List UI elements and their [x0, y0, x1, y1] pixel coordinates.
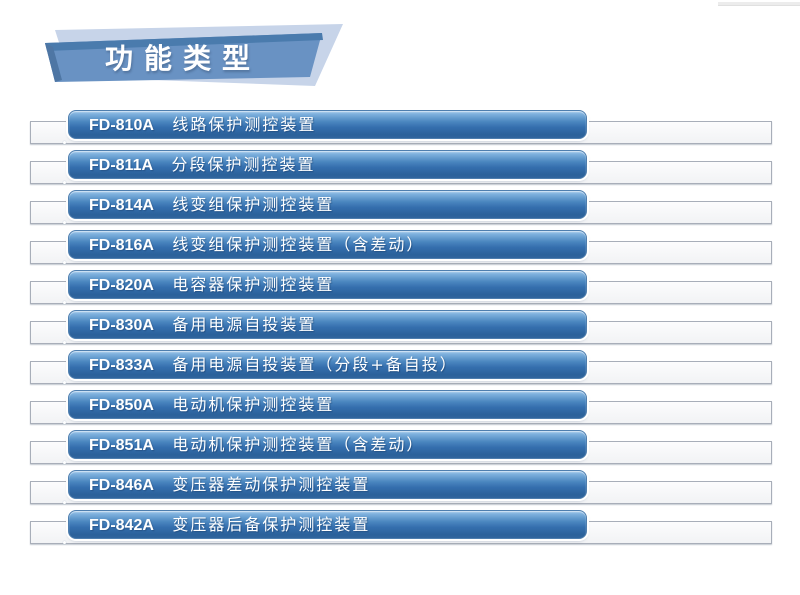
device-bar: FD-830A 备用电源自投装置: [63, 310, 587, 344]
device-bar: FD-810A 线路保护测控装置: [63, 110, 587, 144]
device-description: 备用电源自投装置: [172, 315, 317, 334]
device-model: FD-846A: [89, 477, 154, 494]
device-description: 分段保护测控装置: [171, 155, 316, 174]
device-description: 线变组保护测控装置: [172, 195, 335, 214]
slide-title: 功能类型: [105, 43, 262, 74]
device-row: FD-851A 电动机保护测控装置（含差动）: [0, 430, 800, 470]
device-description: 变压器后备保护测控装置: [172, 515, 371, 534]
device-description: 备用电源自投装置（分段+备自投）: [172, 355, 458, 374]
device-row: FD-810A 线路保护测控装置: [0, 110, 800, 150]
device-bar: FD-850A 电动机保护测控装置: [63, 390, 587, 424]
device-row: FD-820A 电容器保护测控装置: [0, 270, 800, 310]
device-model: FD-820A: [89, 277, 154, 294]
device-row: FD-811A 分段保护测控装置: [0, 150, 800, 190]
device-row: FD-814A 线变组保护测控装置: [0, 190, 800, 230]
device-model: FD-833A: [89, 357, 154, 374]
device-row: FD-842A 变压器后备保护测控装置: [0, 510, 800, 550]
device-description: 线路保护测控装置: [172, 115, 317, 134]
device-bar: FD-833A 备用电源自投装置（分段+备自投）: [63, 350, 587, 384]
device-row: FD-850A 电动机保护测控装置: [0, 390, 800, 430]
device-description: 变压器差动保护测控装置: [172, 475, 371, 494]
device-model: FD-810A: [89, 117, 154, 134]
device-model: FD-830A: [89, 317, 154, 334]
device-row: FD-830A 备用电源自投装置: [0, 310, 800, 350]
device-bar: FD-820A 电容器保护测控装置: [63, 270, 587, 304]
device-description: 电动机保护测控装置（含差动）: [172, 435, 425, 454]
device-bar: FD-842A 变压器后备保护测控装置: [63, 510, 587, 544]
device-bar: FD-816A 线变组保护测控装置（含差动）: [63, 230, 587, 264]
top-edge-artifact: [718, 2, 800, 6]
device-model: FD-811A: [89, 157, 154, 174]
device-model: FD-814A: [89, 197, 154, 214]
device-model: FD-842A: [89, 517, 154, 534]
title-banner: 功能类型: [25, 20, 360, 100]
device-bar: FD-814A 线变组保护测控装置: [63, 190, 587, 224]
device-model: FD-850A: [89, 397, 154, 414]
device-row: FD-833A 备用电源自投装置（分段+备自投）: [0, 350, 800, 390]
banner-parallelogram-shape: [45, 24, 343, 86]
device-model: FD-816A: [89, 237, 154, 254]
device-description: 线变组保护测控装置（含差动）: [172, 235, 425, 254]
device-row: FD-846A 变压器差动保护测控装置: [0, 470, 800, 510]
device-bar: FD-811A 分段保护测控装置: [63, 150, 587, 184]
device-description: 电动机保护测控装置: [172, 395, 335, 414]
device-bar: FD-851A 电动机保护测控装置（含差动）: [63, 430, 587, 464]
device-list: FD-810A 线路保护测控装置 FD-811A 分段保护测控装置 FD-814…: [0, 110, 800, 550]
device-model: FD-851A: [89, 437, 154, 454]
device-bar: FD-846A 变压器差动保护测控装置: [63, 470, 587, 504]
device-row: FD-816A 线变组保护测控装置（含差动）: [0, 230, 800, 270]
device-description: 电容器保护测控装置: [172, 275, 335, 294]
